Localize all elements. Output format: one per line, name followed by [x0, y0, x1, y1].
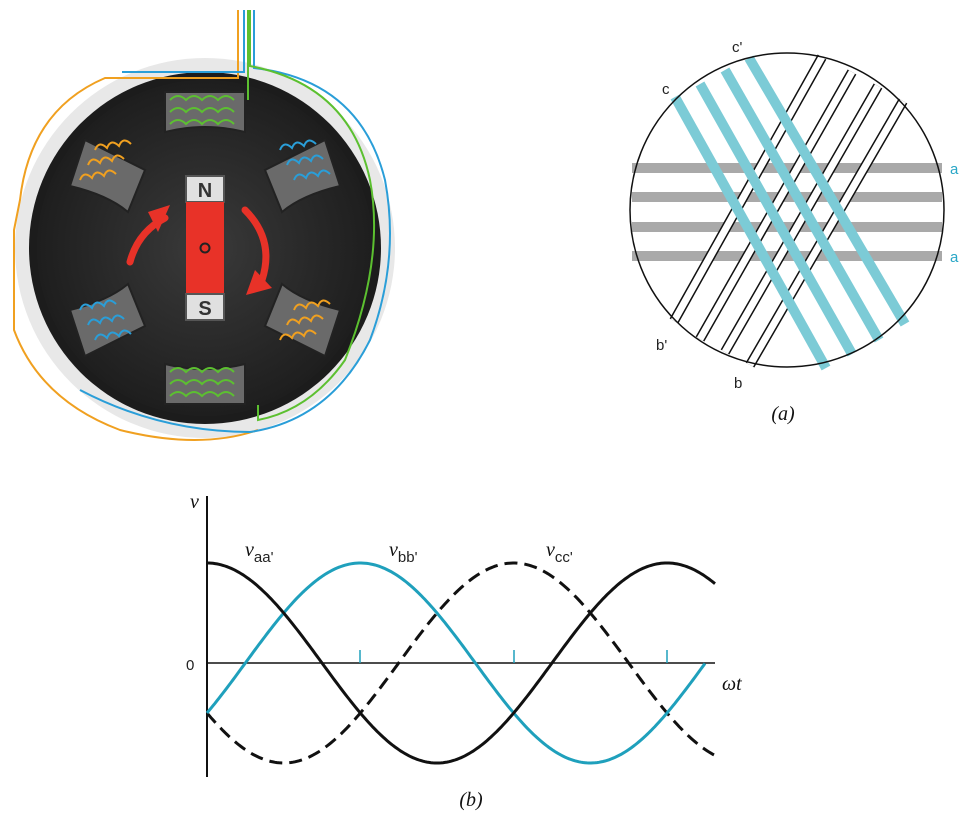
x-axis-label: ωt [722, 673, 742, 695]
label-b-prime: b' [656, 337, 667, 354]
label-c-prime: c' [732, 39, 743, 56]
y-axis-label: v [190, 491, 199, 513]
curve-vcc [205, 561, 716, 765]
rotor-magnet: N S [185, 175, 225, 321]
coil-bottom [169, 367, 235, 398]
label-vbb: vbb' [389, 539, 418, 566]
waveform-plot: v 0 ωt vaa' vbb' vcc' (b) [186, 491, 742, 811]
winding-diagram: a a b b' c c' (a) [629, 39, 959, 425]
label-vaa: vaa' [245, 539, 274, 566]
rotor-axle [199, 242, 211, 254]
north-pole-cap [185, 175, 225, 203]
phase-c-bars [670, 55, 910, 371]
south-pole-cap [185, 293, 225, 321]
stepper-motor-illustration: N S [13, 10, 395, 441]
wire-orange [13, 10, 259, 441]
label-a-prime: a [950, 249, 959, 266]
south-pole-label: S [198, 298, 211, 320]
stator-circle [629, 52, 945, 368]
wire-green [247, 10, 376, 422]
label-vcc: vcc' [546, 539, 573, 566]
rotation-arrow-right-icon [241, 206, 270, 284]
rotation-arrowhead-left-icon [148, 205, 170, 232]
coil-upper-right [279, 139, 331, 181]
curve-vaa [207, 561, 716, 765]
x-axis-ticks [359, 650, 668, 663]
pole-upper-left [68, 138, 147, 214]
pole-lower-left [68, 282, 147, 358]
wire-blue [79, 10, 391, 434]
curve-vbb [205, 561, 707, 765]
label-c: c [662, 81, 670, 98]
phase-b-bars [669, 54, 908, 368]
coil-top [169, 95, 235, 126]
label-b: b [734, 375, 742, 392]
caption-a: (a) [771, 403, 795, 425]
caption-b: (b) [459, 789, 483, 811]
coil-upper-left [79, 139, 132, 181]
north-pole-label: N [198, 180, 212, 202]
coil-lower-right [279, 299, 331, 341]
label-a: a [950, 161, 959, 178]
rotor-body [186, 202, 224, 294]
coil-lower-left [79, 299, 132, 341]
rotation-arrowhead-right-icon [246, 270, 272, 295]
zero-label: 0 [186, 657, 194, 674]
motor-wires [13, 10, 391, 441]
phase-a-bars [632, 163, 942, 261]
pole-lower-right [263, 282, 342, 358]
